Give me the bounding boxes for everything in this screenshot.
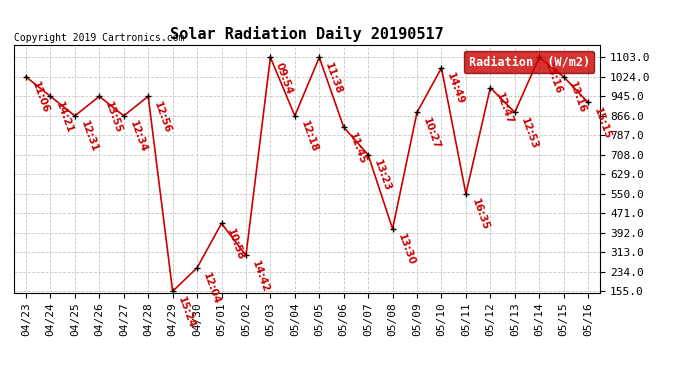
Text: 10:27: 10:27	[421, 116, 442, 151]
Text: 15:15: 15:15	[592, 106, 613, 141]
Text: 12:04: 12:04	[201, 272, 221, 306]
Text: 11:06: 11:06	[30, 81, 50, 115]
Text: 12:56: 12:56	[152, 100, 172, 135]
Text: 12:47: 12:47	[494, 92, 515, 126]
Title: Solar Radiation Daily 20190517: Solar Radiation Daily 20190517	[170, 27, 444, 42]
Text: 15:24: 15:24	[177, 295, 197, 330]
Text: 16:35: 16:35	[470, 198, 491, 232]
Legend: Radiation  (W/m2): Radiation (W/m2)	[464, 51, 594, 74]
Text: 13:30: 13:30	[396, 232, 417, 267]
Text: 13:16: 13:16	[567, 81, 588, 115]
Text: 12:31: 12:31	[79, 120, 99, 154]
Text: 10:58: 10:58	[225, 227, 246, 262]
Text: 12:53: 12:53	[518, 116, 539, 151]
Text: 11:38: 11:38	[323, 61, 344, 96]
Text: 14:21: 14:21	[54, 100, 75, 135]
Text: 12:34: 12:34	[128, 120, 148, 154]
Text: 11:45: 11:45	[347, 131, 368, 165]
Text: 12:18: 12:18	[299, 120, 319, 154]
Text: 13:55: 13:55	[103, 100, 124, 135]
Text: 13:23: 13:23	[372, 159, 393, 193]
Text: Copyright 2019 Cartronics.com: Copyright 2019 Cartronics.com	[14, 33, 184, 42]
Text: 09:54: 09:54	[274, 61, 295, 96]
Text: 14:42: 14:42	[250, 259, 270, 294]
Text: 13:16: 13:16	[543, 61, 564, 96]
Text: 14:49: 14:49	[445, 72, 466, 106]
